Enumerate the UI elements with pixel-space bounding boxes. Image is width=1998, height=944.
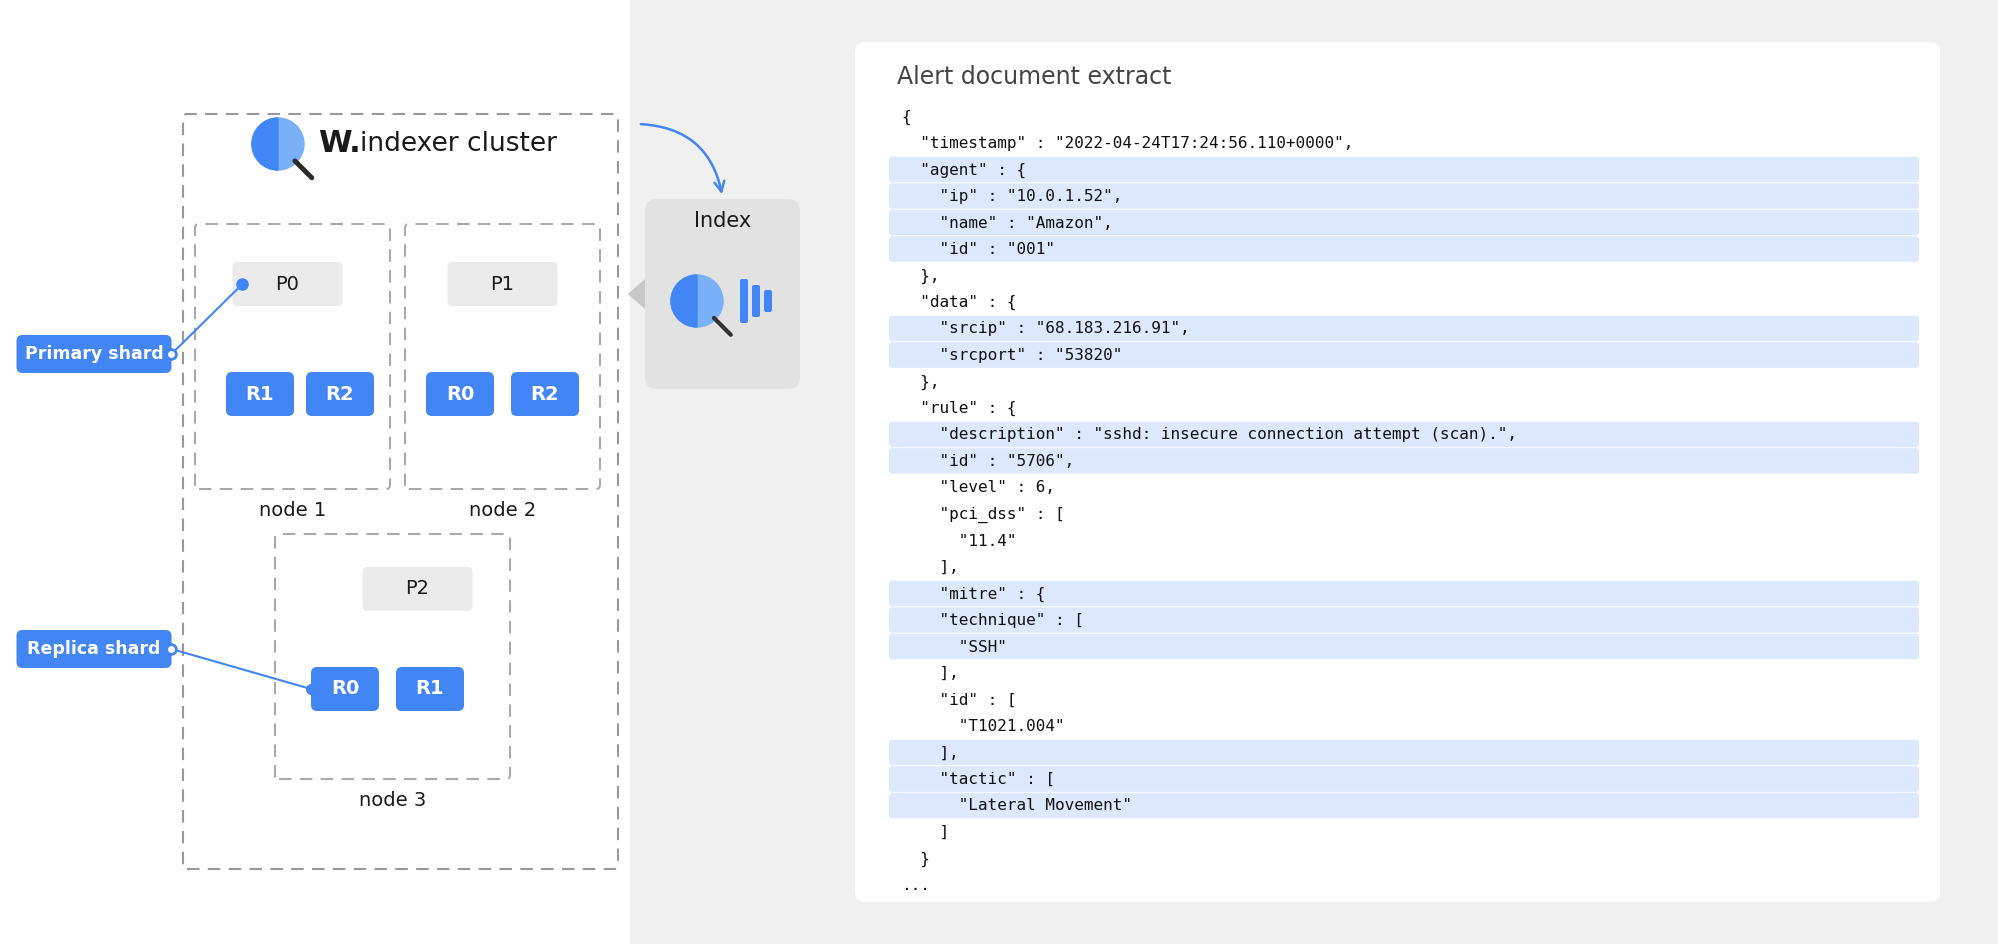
FancyBboxPatch shape [426,372,494,416]
Text: P2: P2 [406,580,430,598]
FancyBboxPatch shape [16,335,172,373]
FancyBboxPatch shape [312,667,380,711]
Text: "data" : {: "data" : { [901,295,1017,310]
Wedge shape [671,275,697,327]
Text: ],: ], [901,666,959,681]
Text: "id" : [: "id" : [ [901,693,1017,707]
Text: ],: ], [901,746,959,761]
Text: node 3: node 3 [360,791,426,811]
FancyBboxPatch shape [889,581,1918,606]
Text: "Lateral Movement": "Lateral Movement" [901,799,1131,814]
Text: "name" : "Amazon",: "name" : "Amazon", [901,215,1113,230]
FancyBboxPatch shape [889,422,1918,447]
Text: R0: R0 [446,384,474,403]
Text: },: }, [901,375,939,390]
Text: "description" : "sshd: insecure connection attempt (scan).",: "description" : "sshd: insecure connecti… [901,428,1516,443]
FancyBboxPatch shape [739,279,747,323]
Circle shape [252,118,304,170]
FancyBboxPatch shape [645,199,799,389]
FancyBboxPatch shape [889,793,1918,818]
Text: indexer cluster: indexer cluster [360,131,557,157]
Wedge shape [252,118,278,170]
Text: "agent" : {: "agent" : { [901,162,1025,177]
Text: Alert document extract: Alert document extract [897,65,1171,89]
Text: Primary shard: Primary shard [24,345,164,363]
Text: R2: R2 [529,384,559,403]
Text: ...: ... [901,878,929,893]
Text: "tactic" : [: "tactic" : [ [901,772,1055,787]
Text: R1: R1 [416,680,444,699]
Text: "11.4": "11.4" [901,533,1017,548]
FancyBboxPatch shape [889,633,1918,659]
FancyArrowPatch shape [629,267,659,320]
FancyBboxPatch shape [889,740,1918,766]
Text: "T1021.004": "T1021.004" [901,719,1065,734]
FancyBboxPatch shape [0,0,629,944]
Text: "srcip" : "68.183.216.91",: "srcip" : "68.183.216.91", [901,322,1189,336]
FancyBboxPatch shape [889,236,1918,261]
FancyBboxPatch shape [511,372,579,416]
Text: "ip" : "10.0.1.52",: "ip" : "10.0.1.52", [901,189,1121,204]
FancyBboxPatch shape [763,290,771,312]
Text: R1: R1 [246,384,274,403]
FancyBboxPatch shape [889,767,1918,792]
Circle shape [671,275,723,327]
FancyBboxPatch shape [889,183,1918,209]
Text: node 2: node 2 [470,501,535,520]
Text: {: { [901,110,911,125]
Text: node 1: node 1 [260,501,326,520]
FancyBboxPatch shape [889,157,1918,182]
Text: Replica shard: Replica shard [28,640,160,658]
Text: "timestamp" : "2022-04-24T17:24:56.110+0000",: "timestamp" : "2022-04-24T17:24:56.110+0… [901,136,1353,151]
Text: "technique" : [: "technique" : [ [901,613,1083,628]
FancyBboxPatch shape [362,567,472,611]
Text: "mitre" : {: "mitre" : { [901,586,1045,601]
FancyBboxPatch shape [226,372,294,416]
FancyBboxPatch shape [232,262,342,306]
Text: P1: P1 [490,275,513,294]
FancyBboxPatch shape [889,315,1918,341]
Text: Index: Index [693,211,751,231]
FancyBboxPatch shape [889,607,1918,632]
Text: P0: P0 [276,275,300,294]
FancyBboxPatch shape [855,42,1938,902]
FancyBboxPatch shape [889,448,1918,474]
FancyBboxPatch shape [448,262,557,306]
Text: "SSH": "SSH" [901,639,1007,654]
FancyBboxPatch shape [16,630,172,668]
FancyBboxPatch shape [306,372,374,416]
FancyBboxPatch shape [889,343,1918,368]
FancyBboxPatch shape [889,210,1918,235]
Text: ],: ], [901,560,959,575]
FancyBboxPatch shape [396,667,464,711]
Text: "rule" : {: "rule" : { [901,401,1017,416]
FancyBboxPatch shape [629,0,1998,944]
Text: "srcport" : "53820": "srcport" : "53820" [901,348,1121,363]
Text: "pci_dss" : [: "pci_dss" : [ [901,506,1065,523]
Text: ]: ] [901,825,949,840]
Text: R0: R0 [330,680,360,699]
Text: "id" : "5706",: "id" : "5706", [901,454,1073,469]
Text: R2: R2 [326,384,354,403]
Text: "level" : 6,: "level" : 6, [901,480,1055,496]
Text: }: } [901,851,929,867]
Text: },: }, [901,268,939,283]
FancyBboxPatch shape [751,285,759,317]
Text: "id" : "001": "id" : "001" [901,242,1055,257]
Text: W.: W. [318,129,360,159]
